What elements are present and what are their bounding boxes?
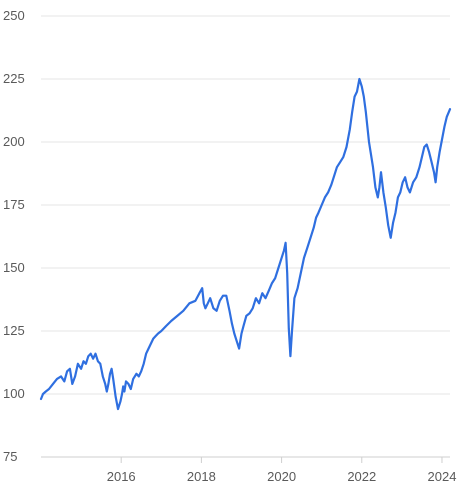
y-tick-label: 175 [3, 197, 25, 212]
y-tick-label: 200 [3, 134, 25, 149]
x-tick-label: 2022 [347, 469, 376, 484]
y-tick-label: 250 [3, 8, 25, 23]
x-tick-label: 2020 [267, 469, 296, 484]
grid-lines [41, 15, 450, 458]
series-layer [39, 77, 452, 411]
y-axis-ticks: 250 225 200 175 150 125 100 75 [3, 8, 25, 464]
y-tick-label: 75 [3, 449, 17, 464]
x-tick-label: 2024 [428, 469, 457, 484]
x-axis-ticks: 2016 2018 2020 2022 2024 [107, 457, 457, 484]
series-line [39, 77, 452, 411]
x-tick-label: 2016 [107, 469, 136, 484]
y-tick-label: 150 [3, 260, 25, 275]
y-tick-label: 125 [3, 323, 25, 338]
x-tick-label: 2018 [187, 469, 216, 484]
y-tick-label: 225 [3, 71, 25, 86]
y-tick-label: 100 [3, 386, 25, 401]
